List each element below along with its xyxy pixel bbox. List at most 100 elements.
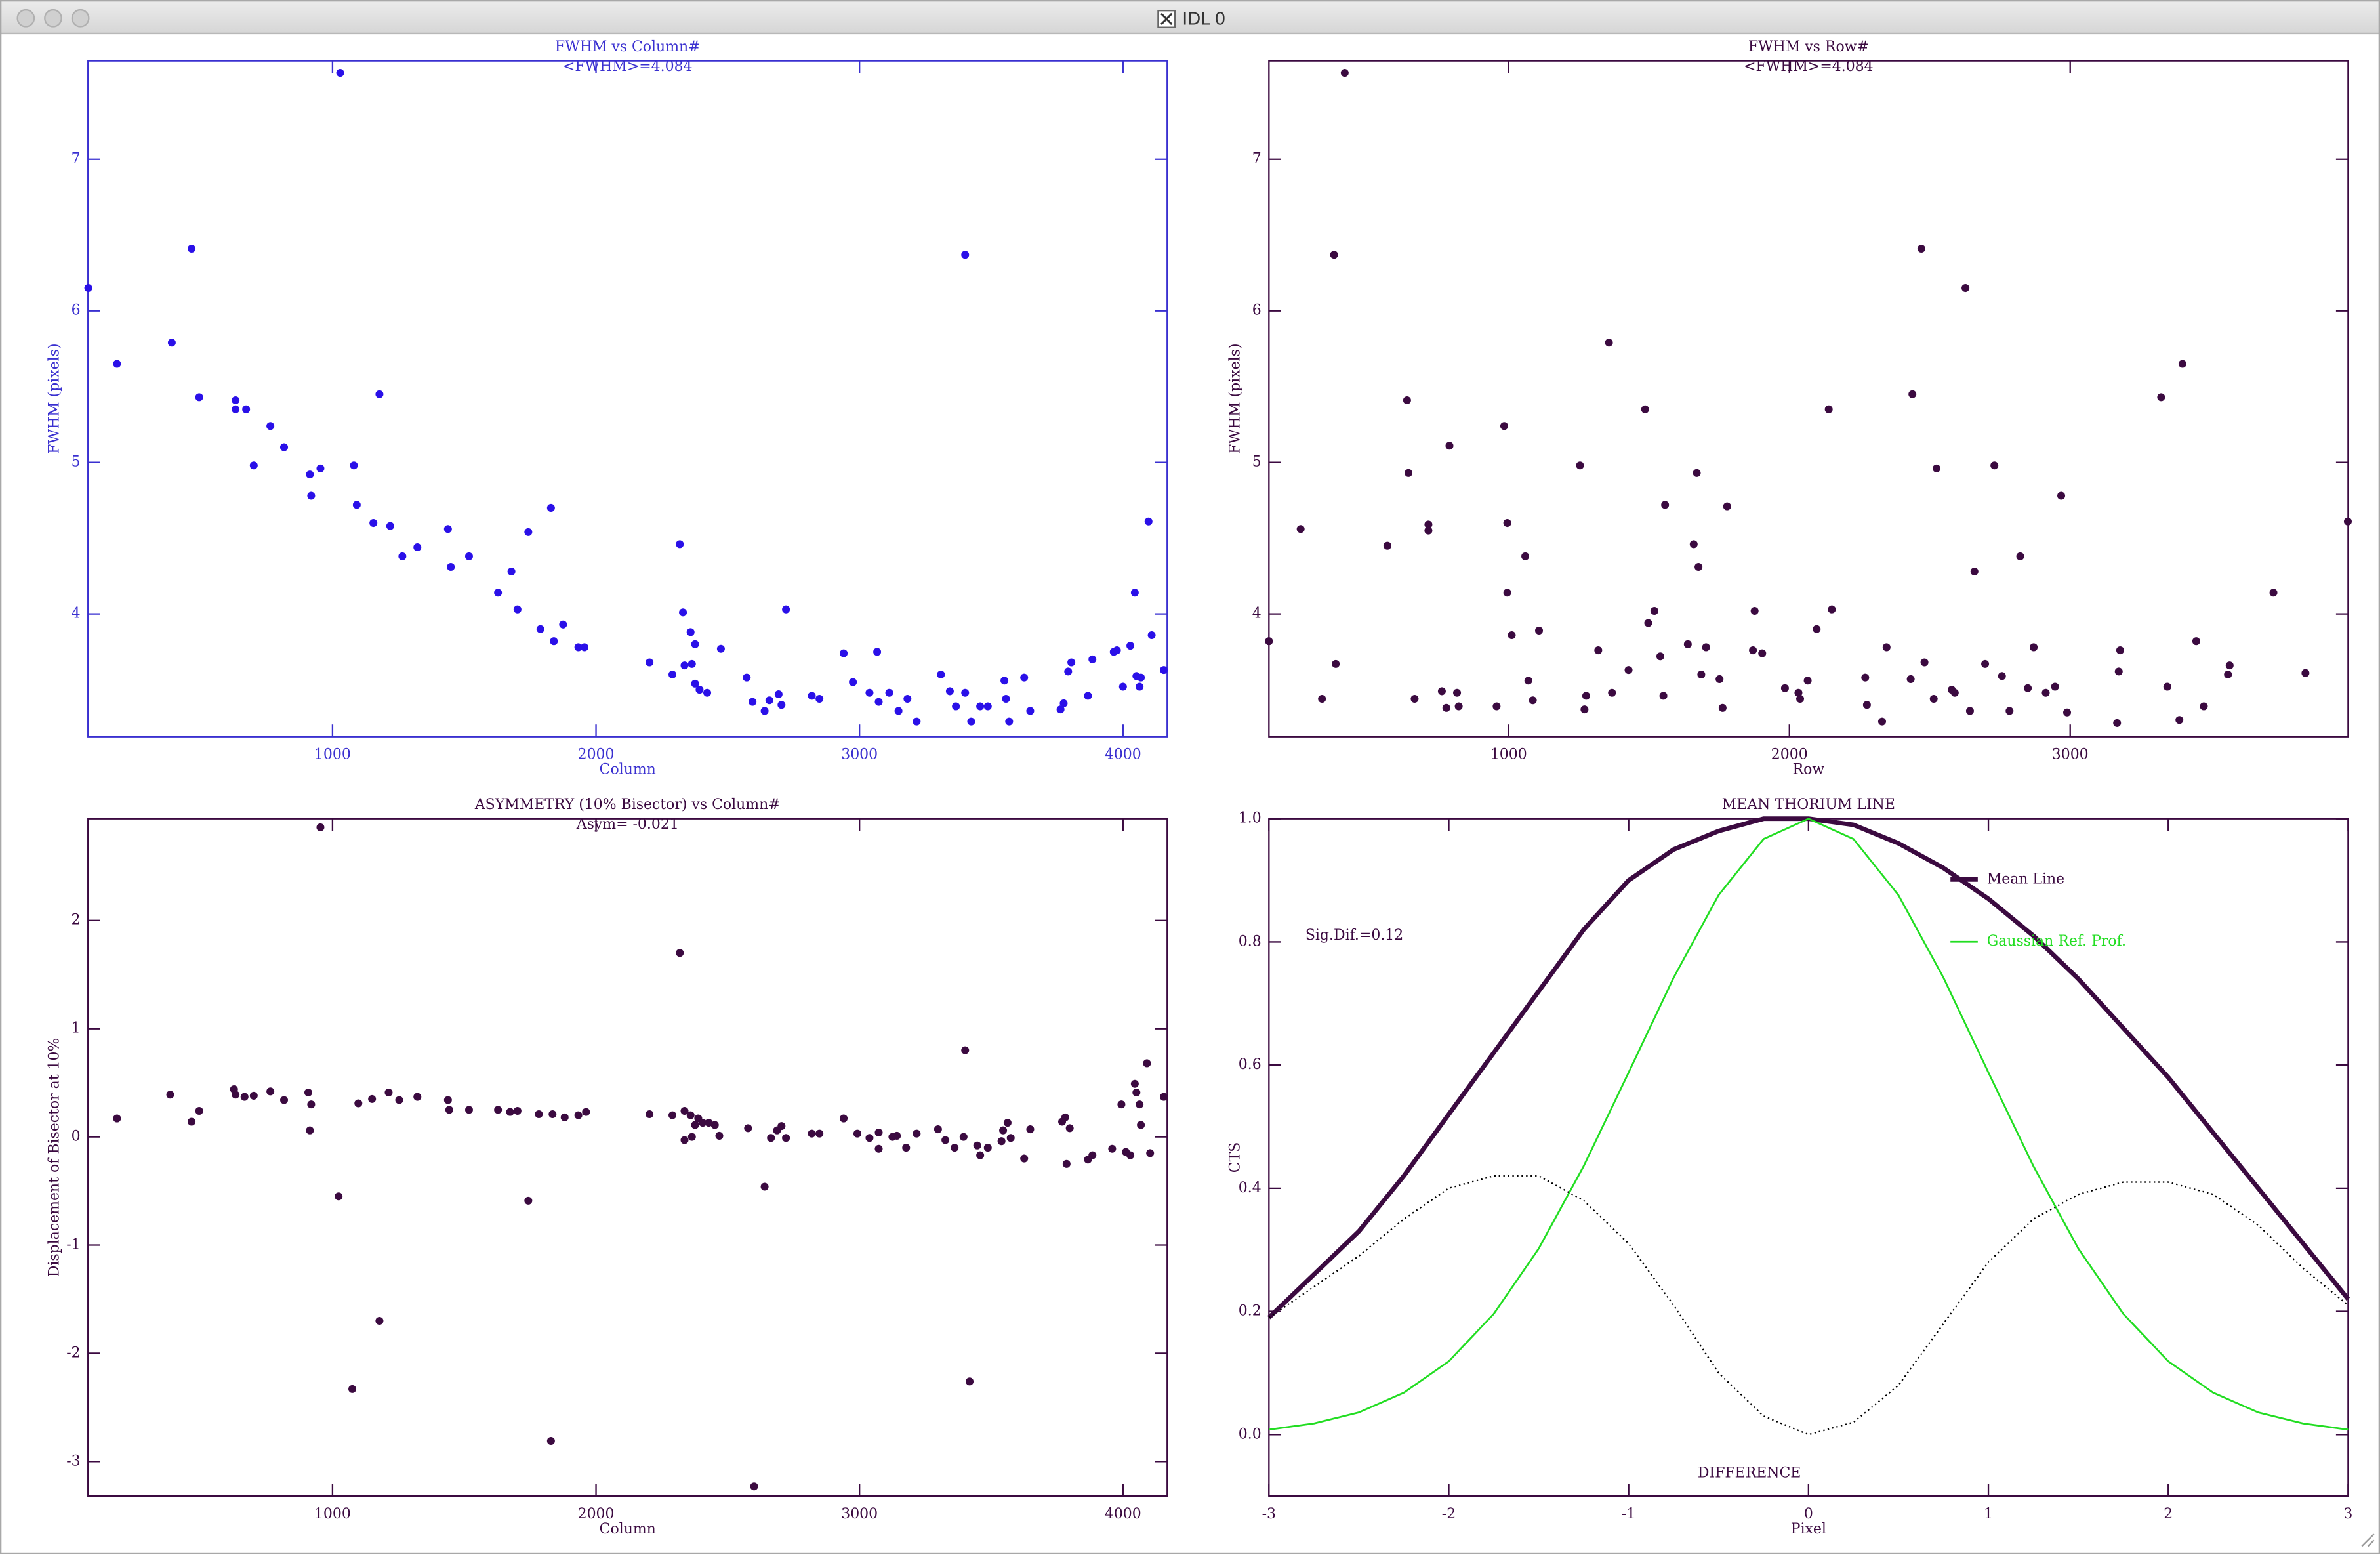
- scatter-point: [1608, 688, 1616, 697]
- scatter-point: [913, 1129, 921, 1138]
- x-tick-label: 4000: [1105, 746, 1141, 762]
- scatter-point: [1580, 705, 1589, 714]
- x-tick-label: -3: [1262, 1506, 1276, 1522]
- scatter-point: [966, 1377, 974, 1386]
- close-button[interactable]: [16, 9, 35, 28]
- scatter-point: [188, 1117, 196, 1126]
- scatter-point: [1136, 1100, 1144, 1109]
- scatter-point: [560, 1113, 569, 1121]
- scatter-point: [983, 702, 992, 711]
- scatter-point: [1144, 517, 1153, 526]
- scatter-point: [668, 670, 677, 679]
- scatter-point: [716, 644, 725, 653]
- scatter-point: [166, 1091, 174, 1099]
- scatter-point: [1656, 652, 1664, 661]
- scatter-point: [1970, 567, 1979, 575]
- scatter-point: [316, 823, 325, 831]
- scatter-point: [1961, 284, 1970, 293]
- zoom-button[interactable]: [71, 9, 90, 28]
- scatter-point: [840, 1114, 848, 1123]
- scatter-point: [307, 1100, 316, 1109]
- scatter-point: [885, 688, 893, 697]
- scatter-point: [266, 1087, 275, 1096]
- legend-label: Gaussian Ref. Prof.: [1987, 933, 2126, 949]
- scatter-point: [849, 678, 857, 686]
- scatter-point: [1803, 677, 1812, 685]
- chart-subtitle: <FWHM>=4.084: [1744, 58, 1874, 75]
- scatter-point: [782, 605, 790, 614]
- scatter-point: [873, 648, 882, 656]
- scatter-point: [705, 1119, 713, 1127]
- scatter-point: [1084, 692, 1092, 700]
- scatter-point: [188, 244, 196, 253]
- scatter-point: [865, 688, 874, 697]
- scatter-point: [1147, 631, 1156, 639]
- scatter-point: [232, 396, 240, 404]
- scatter-point: [680, 1136, 689, 1144]
- scatter-point: [413, 543, 422, 552]
- scatter-point: [2200, 702, 2208, 711]
- resize-grip[interactable]: [2361, 1533, 2375, 1547]
- chart-subtitle: <FWHM>=4.084: [563, 58, 693, 75]
- scatter-point: [413, 1093, 422, 1101]
- scatter-point: [1026, 1125, 1035, 1134]
- chart-subtitle: Asym= -0.021: [576, 816, 679, 833]
- scatter-point: [961, 688, 970, 697]
- scatter-point: [1006, 1134, 1015, 1142]
- y-tick-label: 5: [1252, 454, 1262, 470]
- scatter-point: [574, 1111, 583, 1119]
- scatter-point: [464, 1106, 473, 1114]
- y-tick-label: 0.2: [1239, 1303, 1262, 1320]
- x-tick-label: 2: [2164, 1506, 2173, 1522]
- plot-frame: [1268, 60, 2349, 738]
- scatter-point: [1877, 717, 1887, 726]
- scatter-point: [195, 1106, 203, 1115]
- scatter-point: [240, 1093, 249, 1101]
- scatter-point: [1659, 692, 1668, 700]
- scatter-point: [306, 1126, 314, 1135]
- minimize-button[interactable]: [44, 9, 62, 28]
- y-tick-label: 0.0: [1239, 1426, 1262, 1442]
- scatter-point: [1453, 688, 1462, 697]
- scatter-point: [1059, 699, 1068, 707]
- scatter-point: [2057, 491, 2066, 500]
- scatter-point: [2114, 667, 2123, 676]
- scatter-point: [306, 470, 314, 479]
- scatter-point: [1437, 687, 1446, 696]
- scatter-point: [1624, 666, 1633, 675]
- scatter-point: [1403, 396, 1411, 404]
- scatter-point: [691, 1121, 699, 1129]
- scatter-point: [513, 1106, 522, 1115]
- scatter-point: [2063, 708, 2072, 717]
- annotation: Sig.Dif.=0.12: [1305, 927, 1403, 944]
- scatter-point: [1535, 627, 1544, 635]
- scatter-point: [1137, 1121, 1145, 1129]
- scatter-point: [865, 1134, 874, 1142]
- scatter-point: [369, 519, 378, 528]
- scatter-point: [680, 1106, 689, 1115]
- scatter-point: [348, 1385, 357, 1393]
- scatter-point: [777, 1122, 786, 1131]
- scatter-point: [1697, 670, 1706, 679]
- scatter-point: [1529, 696, 1537, 705]
- scatter-point: [997, 1137, 1006, 1146]
- scatter-point: [1594, 646, 1603, 655]
- scatter-point: [1065, 1124, 1074, 1133]
- scatter-point: [279, 1096, 289, 1104]
- scatter-point: [1002, 694, 1010, 703]
- x-tick-label: 2000: [578, 746, 615, 762]
- scatter-point: [445, 1106, 453, 1114]
- scatter-point: [1965, 707, 1974, 715]
- scatter-point: [352, 501, 361, 509]
- scatter-point: [765, 696, 773, 705]
- scatter-point: [934, 1125, 942, 1134]
- scatter-point: [524, 1196, 533, 1205]
- scatter-point: [546, 503, 555, 512]
- x-tick-label: 4000: [1105, 1506, 1141, 1522]
- scatter-point: [687, 659, 696, 668]
- scatter-point: [232, 1091, 240, 1099]
- scatter-point: [507, 567, 516, 575]
- scatter-point: [1605, 339, 1613, 347]
- scatter-point: [447, 563, 455, 572]
